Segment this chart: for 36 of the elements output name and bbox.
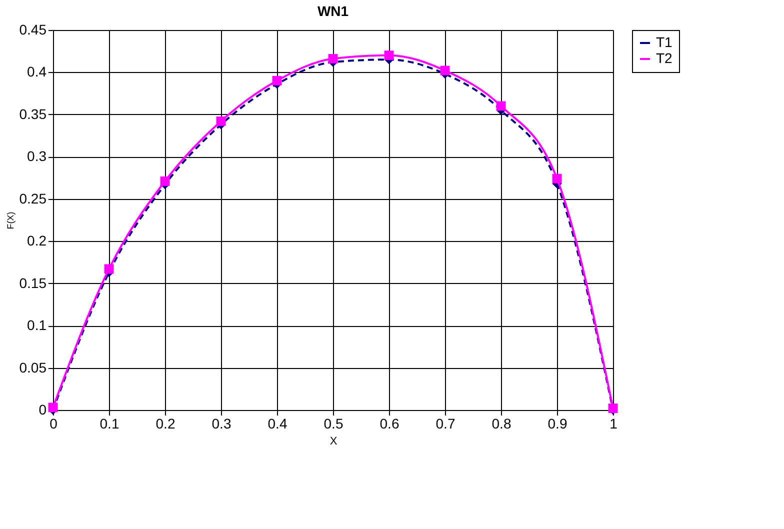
- y-tick-label: 0.3: [27, 148, 47, 164]
- x-tick-label: 0.7: [436, 416, 456, 432]
- x-tick-label: 0.5: [324, 416, 344, 432]
- legend-label: T1: [656, 34, 673, 50]
- y-tick-label: 0.25: [19, 190, 47, 206]
- y-tick-label: 0: [38, 402, 47, 418]
- x-tick-label: 0.4: [268, 416, 288, 432]
- x-tick-label: 0.3: [212, 416, 232, 432]
- x-tick-label: 1: [610, 416, 618, 432]
- point: [160, 176, 170, 186]
- y-tick-label: 0.45: [19, 22, 47, 38]
- point: [552, 174, 562, 184]
- x-tick-label: 0: [50, 416, 58, 432]
- chart-title: WN1: [317, 3, 349, 19]
- y-axis-title: F(X): [5, 212, 16, 230]
- point: [104, 264, 114, 274]
- point: [496, 101, 506, 111]
- point: [48, 402, 58, 412]
- point: [384, 50, 394, 60]
- x-axis-title: X: [330, 436, 338, 448]
- y-tick-label: 0.35: [19, 106, 47, 122]
- x-tick-label: 0.2: [156, 416, 176, 432]
- x-tick-label: 0.9: [548, 416, 568, 432]
- point: [328, 54, 338, 64]
- y-tick-label: 0.2: [27, 232, 47, 249]
- x-tick-label: 0.8: [492, 416, 512, 432]
- point: [216, 116, 226, 126]
- y-tick-label: 0.1: [27, 317, 47, 334]
- y-tick-label: 0.05: [19, 359, 47, 376]
- point: [440, 66, 450, 76]
- x-tick-label: 0.1: [100, 416, 120, 432]
- point: [272, 76, 282, 86]
- legend-label: T2: [656, 50, 673, 66]
- y-tick-label: 0.4: [27, 64, 47, 80]
- x-tick-label: 0.6: [380, 416, 400, 432]
- y-tick-label: 0.15: [19, 274, 47, 291]
